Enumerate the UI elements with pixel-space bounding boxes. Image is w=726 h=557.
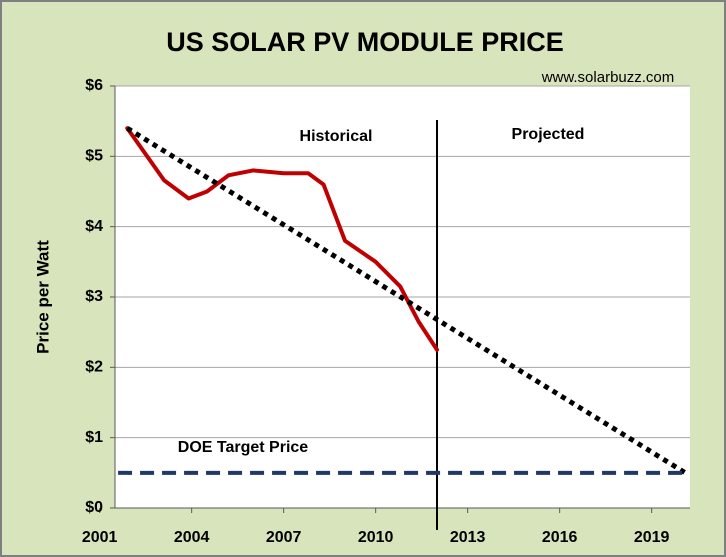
annotation: DOE Target Price (178, 439, 309, 456)
y-tick-label: $4 (85, 218, 103, 235)
y-tick-label: $2 (85, 359, 103, 376)
chart-title: US SOLAR PV MODULE PRICE (166, 27, 564, 57)
annotation: Historical (300, 128, 373, 145)
x-tick-label: 2001 (82, 529, 118, 546)
y-tick-label: $1 (85, 429, 103, 446)
x-tick-label: 2019 (634, 529, 670, 546)
source: www.solarbuzz.com (541, 69, 675, 86)
y-tick-label: $6 (85, 77, 103, 94)
x-tick-label: 2013 (450, 529, 486, 546)
annotation: Projected (512, 126, 585, 143)
x-tick-label: 2016 (542, 529, 578, 546)
y-tick-label: $5 (85, 148, 103, 165)
x-tick-label: 2007 (266, 529, 302, 546)
y-axis-label: Price per Watt (33, 240, 52, 354)
y-tick-label: $3 (85, 288, 103, 305)
line-series (125, 126, 439, 352)
y-tick-label: $0 (85, 499, 103, 516)
x-tick-label: 2004 (174, 529, 210, 546)
x-tick-label: 2010 (358, 529, 394, 546)
